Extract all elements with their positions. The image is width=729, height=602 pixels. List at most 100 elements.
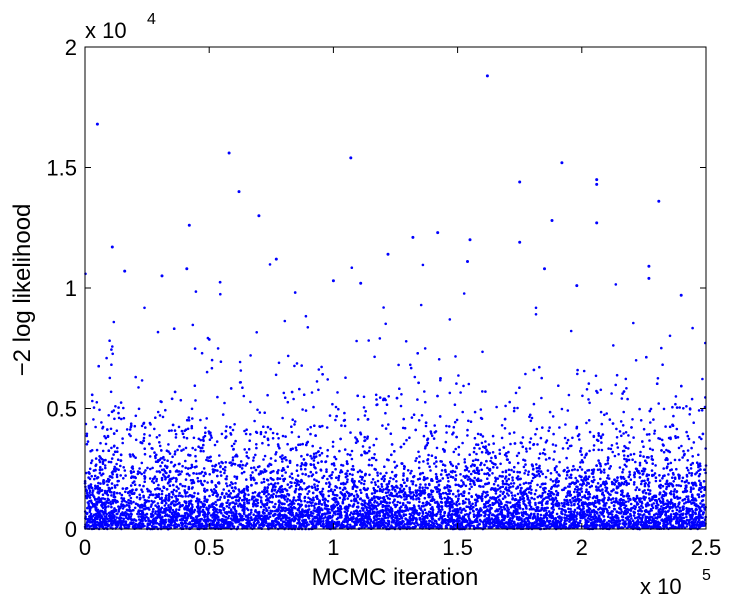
data-point: [270, 500, 274, 504]
data-point: [275, 491, 279, 494]
data-point: [496, 514, 499, 517]
data-point: [473, 476, 477, 480]
data-point: [132, 454, 136, 458]
data-point: [534, 313, 538, 316]
data-point: [260, 481, 264, 484]
data-point: [518, 483, 522, 487]
data-point: [300, 454, 303, 458]
data-point: [576, 372, 579, 376]
data-point: [140, 461, 144, 465]
data-point: [190, 487, 194, 490]
data-point: [609, 465, 612, 468]
data-point: [226, 484, 229, 488]
data-point: [639, 450, 642, 454]
data-point: [686, 434, 690, 438]
data-point: [486, 477, 489, 481]
data-point: [129, 484, 133, 487]
data-point: [411, 495, 415, 499]
data-point: [464, 484, 468, 488]
data-point: [458, 502, 461, 506]
data-point: [296, 480, 299, 484]
data-point: [269, 482, 273, 486]
data-point: [484, 440, 487, 443]
data-point: [686, 469, 690, 472]
data-point: [304, 314, 308, 318]
data-point: [580, 468, 584, 471]
data-point: [159, 464, 162, 468]
data-point: [468, 453, 472, 457]
data-point: [484, 390, 487, 393]
data-point: [117, 416, 121, 420]
data-point: [196, 476, 199, 480]
data-point: [688, 507, 691, 511]
data-point: [621, 392, 624, 395]
data-point: [187, 502, 191, 505]
data-point: [512, 409, 516, 413]
data-point: [513, 494, 517, 497]
data-point: [202, 443, 205, 447]
data-point: [241, 489, 245, 492]
data-point: [445, 486, 449, 489]
data-point: [448, 507, 452, 511]
data-point: [326, 454, 329, 458]
data-point: [634, 359, 638, 362]
data-point: [313, 506, 316, 510]
data-point: [206, 481, 209, 484]
data-point: [355, 339, 358, 343]
data-point: [229, 432, 232, 435]
data-point: [520, 441, 523, 445]
data-point: [522, 482, 526, 485]
data-point: [478, 484, 481, 488]
data-point: [401, 478, 405, 482]
data-point: [543, 453, 547, 456]
data-point: [269, 509, 272, 513]
data-point: [283, 319, 287, 323]
data-point: [252, 459, 255, 462]
data-point: [190, 424, 194, 428]
data-point: [291, 476, 294, 480]
data-point: [358, 469, 362, 472]
data-point: [484, 451, 488, 454]
data-point: [190, 426, 194, 430]
data-point: [501, 485, 505, 489]
data-point: [361, 445, 365, 448]
data-point: [501, 482, 505, 485]
data-point: [224, 526, 228, 530]
data-point: [243, 501, 246, 504]
data-point: [498, 507, 501, 511]
data-point: [551, 480, 555, 483]
data-point: [297, 526, 301, 529]
data-point: [178, 444, 181, 448]
data-point: [565, 495, 568, 499]
data-point: [326, 477, 329, 481]
data-point: [675, 467, 678, 471]
data-point: [281, 416, 284, 420]
data-point: [592, 434, 596, 438]
data-point: [378, 337, 382, 340]
data-point: [695, 461, 699, 465]
data-point: [405, 495, 408, 499]
data-point: [368, 473, 371, 477]
data-point: [622, 410, 625, 414]
data-point: [248, 499, 251, 502]
data-point: [502, 446, 506, 449]
data-point: [376, 479, 380, 483]
data-point: [140, 472, 143, 476]
data-point: [225, 475, 229, 478]
data-point: [457, 453, 461, 456]
data-point: [342, 419, 346, 422]
data-point: [487, 452, 490, 456]
data-point: [170, 429, 173, 432]
data-point: [284, 435, 287, 438]
data-point: [106, 483, 109, 487]
data-point: [445, 431, 448, 434]
data-points: [83, 74, 708, 531]
data-point: [219, 496, 222, 499]
data-point: [367, 339, 371, 342]
data-point: [393, 488, 397, 492]
data-point: [417, 419, 421, 422]
data-point: [555, 465, 558, 468]
data-point: [351, 464, 355, 468]
data-point: [599, 435, 603, 438]
data-point: [122, 477, 125, 480]
